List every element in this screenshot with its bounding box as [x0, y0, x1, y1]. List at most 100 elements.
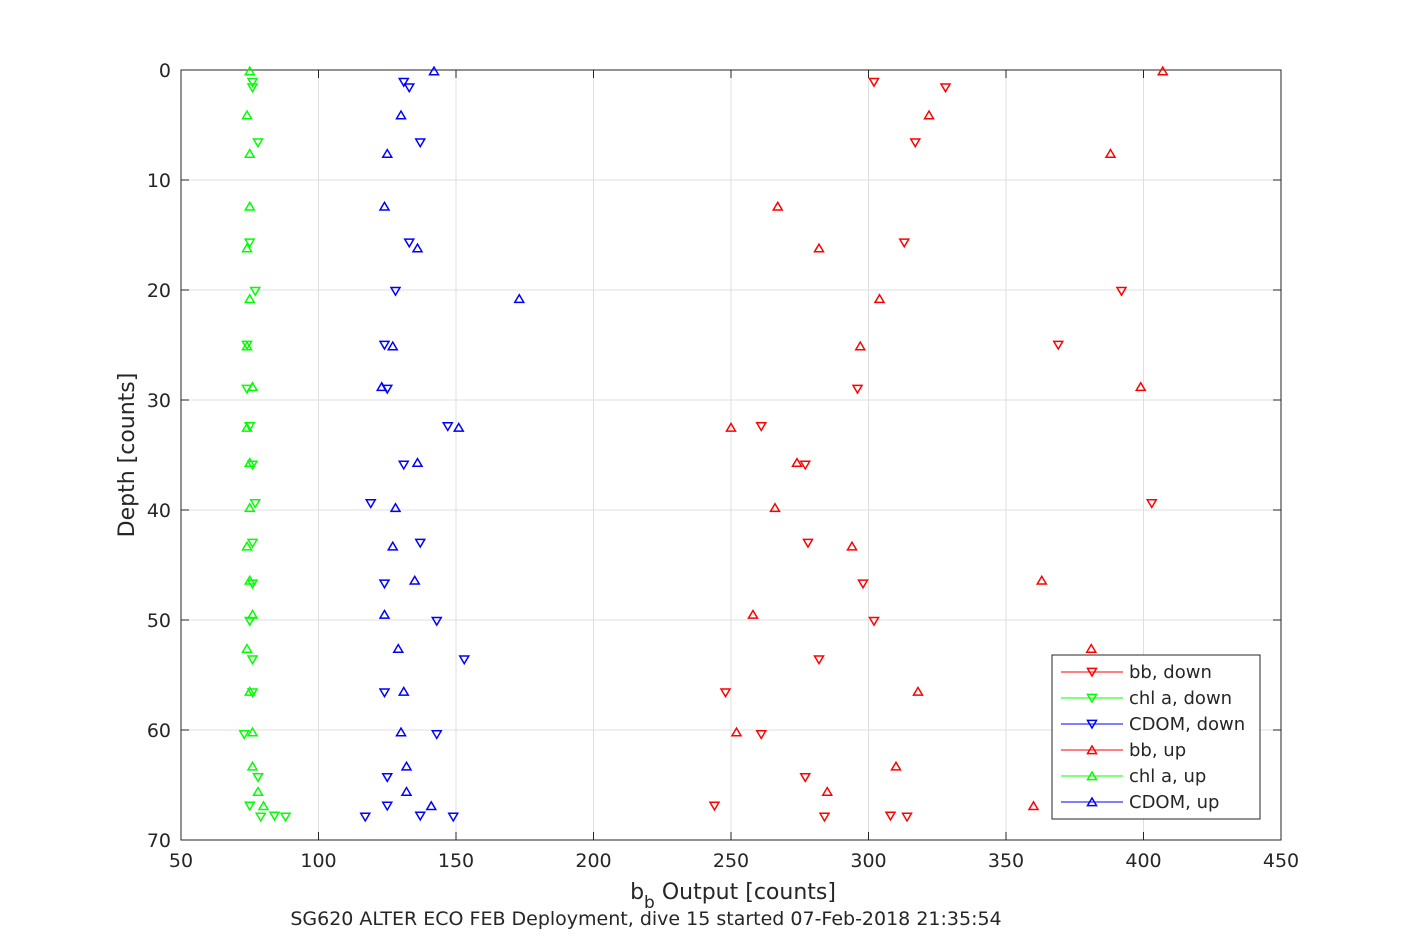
data-point — [1027, 800, 1040, 811]
data-point — [246, 381, 259, 392]
series-bb-up — [725, 65, 1169, 811]
data-point — [868, 616, 880, 627]
data-point — [425, 800, 438, 811]
data-point — [364, 499, 377, 509]
data-point — [246, 77, 259, 88]
legend-marker — [1086, 667, 1098, 678]
data-point — [898, 238, 911, 249]
data-point — [414, 138, 427, 149]
data-point — [725, 421, 737, 432]
data-point — [246, 608, 259, 619]
legend-label: chl a, up — [1129, 766, 1206, 787]
data-point — [411, 242, 424, 253]
y-tick-label: 30 — [147, 390, 171, 412]
data-point — [381, 148, 394, 158]
series-chl-a-down — [238, 77, 292, 823]
series-bb-down — [708, 77, 1158, 823]
x-tick-label: 100 — [300, 850, 336, 872]
legend-box — [1051, 654, 1261, 820]
legend-marker — [1086, 693, 1098, 704]
legend-entry: bb, down — [1061, 662, 1212, 683]
data-point — [430, 616, 443, 627]
data-point — [912, 685, 924, 696]
data-point — [381, 772, 394, 783]
legend-entry: CDOM, up — [1061, 792, 1219, 813]
data-point — [246, 760, 259, 771]
data-point — [513, 293, 526, 304]
data-point — [246, 460, 259, 471]
data-point — [771, 200, 784, 211]
data-point — [708, 801, 721, 812]
data-point — [389, 286, 402, 297]
data-point — [452, 421, 465, 432]
data-point — [884, 811, 897, 822]
data-point — [397, 460, 410, 471]
data-point — [441, 422, 454, 432]
data-point — [854, 340, 867, 351]
legend-label: CDOM, up — [1129, 792, 1219, 813]
data-point — [252, 138, 264, 149]
y-tick-label: 50 — [147, 610, 171, 632]
data-point — [389, 502, 402, 513]
data-point — [243, 238, 256, 249]
data-point — [846, 540, 858, 551]
data-point — [851, 384, 864, 395]
data-point — [381, 801, 394, 812]
x-tick-label: 250 — [713, 850, 749, 872]
legend-marker — [1086, 770, 1098, 781]
data-point — [1156, 65, 1169, 76]
x-tick-label: 300 — [850, 850, 886, 872]
data-point — [408, 574, 421, 585]
y-tick-label: 40 — [147, 500, 171, 522]
data-point — [241, 643, 253, 653]
figure-caption: SG620 ALTER ECO FEB Deployment, dive 15 … — [290, 908, 1001, 930]
data-point — [386, 540, 399, 551]
legend-entry: chl a, up — [1061, 766, 1206, 787]
data-point — [238, 730, 251, 740]
data-point — [243, 65, 256, 76]
series-cdom-up — [375, 65, 526, 811]
legend: bb, down chl a, down CDOM, down bb, up chl a… — [1051, 654, 1261, 820]
data-point — [430, 730, 443, 740]
data-point — [939, 83, 952, 94]
data-point — [403, 83, 416, 94]
data-point — [857, 579, 869, 590]
data-point — [359, 812, 372, 823]
legend-label: bb, down — [1129, 662, 1212, 683]
legend-entry: chl a, down — [1061, 688, 1232, 709]
y-tick-label: 0 — [159, 60, 171, 82]
data-point — [1085, 643, 1098, 653]
axis-ticks: 50 100 150 200 250 300 350 400 450 0 10 20 30 40 50 60 7… — [147, 60, 1299, 872]
x-axis-title: bb Output [counts] — [630, 880, 836, 913]
x-axis-title-subscript: b — [644, 893, 655, 913]
series-chl-a-up — [241, 65, 270, 811]
y-axis-title: Depth [counts] — [115, 373, 140, 538]
data-point — [378, 340, 391, 351]
data-point — [243, 801, 256, 812]
data-point — [375, 381, 388, 392]
data-point — [818, 812, 831, 823]
data-point — [403, 238, 416, 249]
data-point — [400, 786, 413, 796]
data-point — [1104, 148, 1117, 158]
legend-marker — [1086, 719, 1098, 730]
data-point — [249, 499, 262, 509]
data-point — [386, 340, 399, 351]
data-point — [414, 811, 427, 822]
data-point — [246, 538, 259, 549]
legend-entry: bb, up — [1061, 740, 1186, 761]
data-markers — [238, 65, 1169, 823]
data-point — [392, 643, 405, 653]
data-point — [241, 340, 253, 351]
data-point — [769, 502, 781, 513]
legend-label: CDOM, down — [1129, 714, 1245, 735]
data-point — [243, 685, 256, 696]
data-point — [923, 109, 935, 120]
data-point — [719, 688, 732, 699]
legend-entry: CDOM, down — [1061, 714, 1245, 735]
data-point — [755, 730, 768, 740]
data-point — [252, 772, 264, 783]
data-point — [901, 812, 913, 823]
data-point — [755, 422, 768, 432]
data-point — [257, 800, 270, 811]
